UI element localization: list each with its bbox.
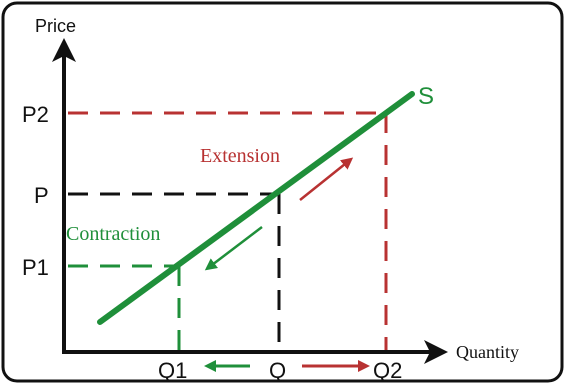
x-axis-arrowhead-icon — [424, 340, 448, 364]
price-label-p1: P1 — [22, 255, 49, 280]
supply-curve — [97, 91, 415, 325]
extension-label: Extension — [200, 145, 280, 167]
contraction-curve-arrow-icon — [204, 226, 263, 271]
price-label-p2: P2 — [22, 102, 49, 127]
extension-curve-arrow-icon — [299, 157, 354, 201]
supply-curve-label: S — [418, 83, 434, 110]
y-axis-label: Price — [35, 16, 76, 36]
quantity-label-q1: Q1 — [158, 358, 187, 383]
y-axis-arrowhead-icon — [52, 38, 76, 62]
price-label-p: P — [34, 183, 49, 208]
x-axis-label: Quantity — [456, 342, 519, 362]
quantity-label-q: Q — [269, 358, 286, 383]
contraction-label: Contraction — [66, 223, 160, 245]
quantity-label-q2: Q2 — [373, 358, 402, 383]
